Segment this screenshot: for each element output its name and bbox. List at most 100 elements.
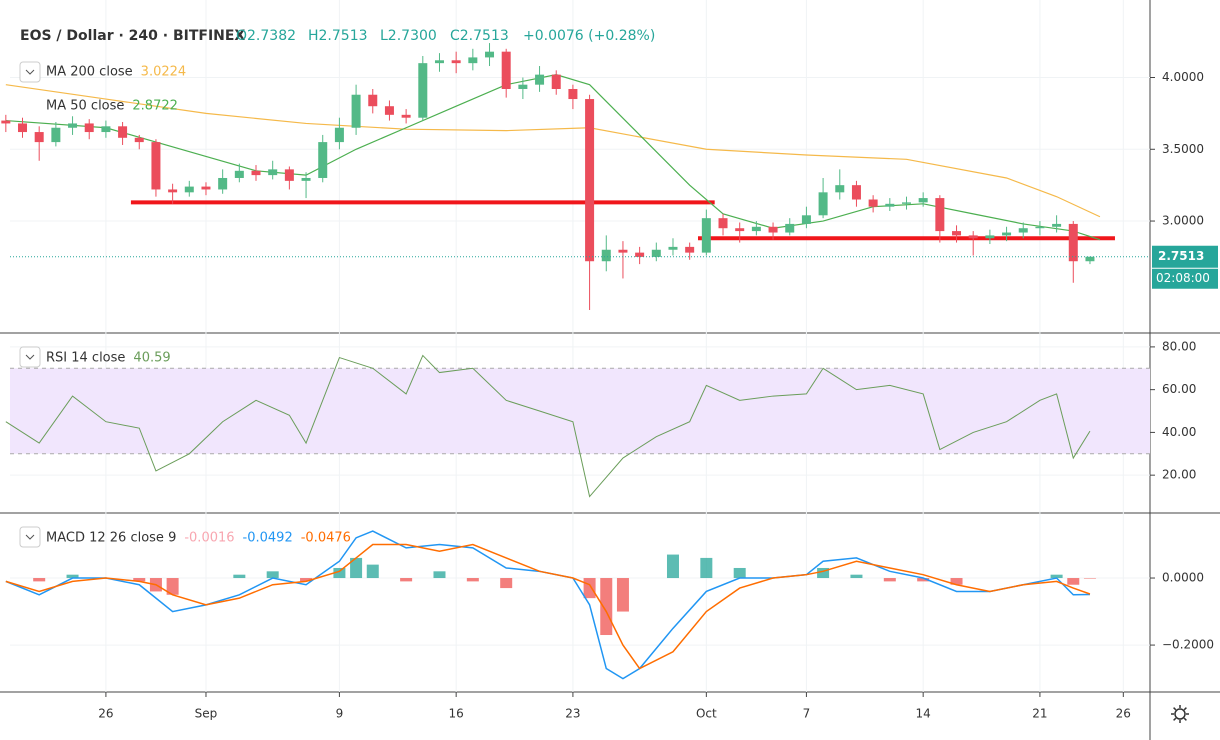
collapse-button[interactable]	[19, 61, 41, 83]
x-tick-label: Oct	[696, 707, 717, 721]
histogram-bar	[817, 567, 830, 579]
x-tick-label: 26	[1116, 707, 1131, 721]
signal-line	[5, 543, 1091, 670]
histogram-bar	[733, 567, 746, 579]
histogram-bar	[350, 557, 363, 579]
histogram-bar	[433, 571, 446, 579]
candle-body	[468, 57, 478, 64]
candle-body	[151, 142, 161, 190]
candle-body	[685, 246, 695, 253]
symbol: EOS / Dollar · 240 · BITFINEX	[20, 28, 245, 44]
plot-layer: 3.0000 3.5000 4.0000 2.7513 02:08:00 MA 200 c…	[1, 0, 1218, 721]
candle-body	[718, 218, 728, 229]
histogram-bar	[600, 578, 613, 636]
candle-body	[801, 215, 811, 224]
candle-body	[785, 223, 795, 233]
x-tick-label: 26	[98, 707, 113, 721]
settings-gear[interactable]	[1171, 705, 1189, 723]
histogram-bar	[300, 578, 313, 582]
candle-body	[268, 169, 278, 176]
candle-body	[535, 74, 545, 85]
candle-body	[952, 231, 962, 236]
legend-entry: MA 200 close	[46, 65, 133, 80]
chevron	[25, 69, 35, 75]
histogram-bar	[66, 574, 79, 579]
change: +0.0076 (+0.28%)	[523, 28, 655, 44]
candle-body	[735, 228, 745, 232]
candle-body	[918, 198, 928, 203]
candle-body	[168, 189, 178, 193]
candle-body	[501, 51, 511, 89]
histogram-bar	[466, 578, 479, 582]
candle-body	[34, 132, 44, 143]
candle-body	[101, 126, 111, 133]
x-tick-label: 21	[1032, 707, 1047, 721]
candle-body	[668, 246, 678, 250]
candle-body	[134, 137, 144, 143]
candle-body	[51, 127, 61, 143]
histogram-bar	[616, 578, 629, 612]
histogram-bar	[950, 578, 963, 585]
candle-body	[401, 114, 411, 118]
candle-body	[118, 126, 128, 138]
histogram-bar	[850, 574, 863, 579]
legend-entry: -0.0476	[301, 531, 351, 546]
x-tick-label: 16	[449, 707, 464, 721]
candle-body	[651, 249, 661, 257]
candle-body	[234, 170, 244, 178]
candle-body	[184, 186, 194, 193]
candle-body	[968, 235, 978, 239]
candle-body	[368, 94, 378, 107]
candle-body	[418, 63, 428, 118]
collapse-button[interactable]	[19, 346, 41, 368]
histogram-bar	[133, 578, 146, 582]
histogram-bar	[500, 578, 513, 589]
y-tick-label: 20.00	[1162, 468, 1196, 482]
collapse-button[interactable]	[19, 526, 41, 548]
histogram-bar	[1050, 574, 1063, 579]
histogram-bar	[1083, 578, 1096, 579]
histogram-bar	[883, 578, 896, 582]
y-tick-label: 60.00	[1162, 382, 1196, 396]
last-price-label: 2.7513	[1158, 249, 1204, 263]
legend-entry: -0.0016	[184, 531, 234, 546]
candle-body	[935, 198, 945, 232]
candle-body	[451, 60, 461, 64]
candle-body	[868, 199, 878, 207]
legend-entry: RSI 14 close	[46, 351, 125, 366]
candle-body	[518, 84, 528, 89]
candle-body	[1018, 228, 1028, 233]
candle-body	[568, 88, 578, 100]
ohlc-open: O2.7382	[236, 28, 296, 44]
candle-body	[635, 252, 645, 257]
candle-body	[1068, 223, 1078, 262]
legend-entry: 40.59	[133, 351, 170, 366]
histogram-bar	[583, 578, 596, 599]
candle-body	[885, 203, 895, 207]
histogram-bar	[666, 554, 679, 579]
candle-body	[601, 249, 611, 262]
x-tick-label: 14	[916, 707, 931, 721]
candle-body	[68, 123, 78, 128]
ohlc-low: L2.7300	[380, 28, 437, 44]
candle-body	[318, 142, 328, 178]
candle-body	[18, 123, 28, 133]
histogram-bar	[366, 564, 379, 579]
histogram-bar	[33, 578, 46, 582]
candle-body	[851, 185, 861, 200]
last-price-box	[1152, 245, 1218, 268]
candle-body	[284, 169, 294, 181]
candle-body	[434, 60, 444, 64]
ohlc-close: C2.7513	[450, 28, 509, 44]
x-tick-label: 23	[565, 707, 580, 721]
candle-body	[618, 249, 628, 253]
candle-body	[768, 226, 778, 233]
gear-ring	[1174, 708, 1186, 720]
y-tick-label: 3.5000	[1162, 142, 1204, 156]
candle-body	[84, 123, 94, 133]
x-tick-label: Sep	[195, 707, 218, 721]
chevron	[25, 534, 35, 540]
y-tick-label: 80.00	[1162, 339, 1196, 353]
legend-entry: MACD 12 26 close 9	[46, 531, 176, 546]
